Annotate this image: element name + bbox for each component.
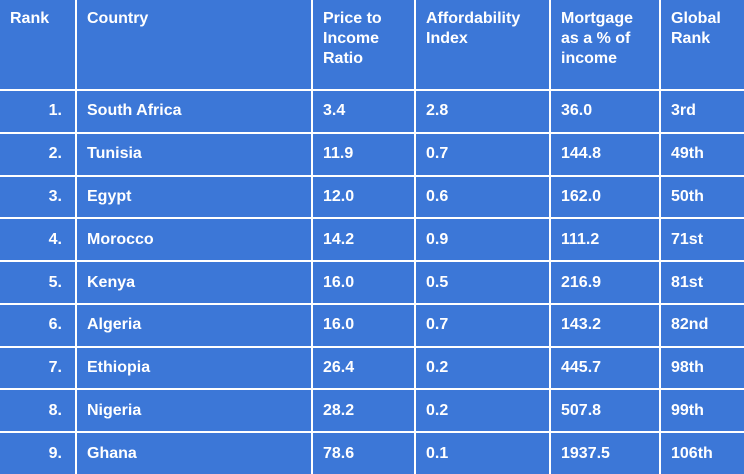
- global-rank-cell: 98th: [659, 345, 744, 391]
- mortgage-percent-cell: 144.8: [549, 131, 661, 177]
- table-row: 1. South Africa 3.4 2.8 36.0 3rd: [0, 89, 744, 134]
- header-mortgage-percent-income: Mortgage as a % of income: [549, 0, 661, 91]
- mortgage-percent-cell: 111.2: [549, 217, 661, 263]
- country-cell: Algeria: [75, 302, 313, 348]
- price-to-income-cell: 12.0: [311, 174, 416, 220]
- table-row: 4. Morocco 14.2 0.9 111.2 71st: [0, 217, 744, 263]
- table-row: 3. Egypt 12.0 0.6 162.0 50th: [0, 174, 744, 220]
- rank-cell: 5.: [0, 260, 77, 305]
- table-row: 2. Tunisia 11.9 0.7 144.8 49th: [0, 131, 744, 177]
- affordability-index-cell: 0.9: [414, 217, 551, 263]
- mortgage-percent-cell: 507.8: [549, 388, 661, 434]
- mortgage-percent-cell: 216.9: [549, 260, 661, 305]
- header-affordability-index: Affordability Index: [414, 0, 551, 91]
- country-cell: Morocco: [75, 217, 313, 263]
- global-rank-cell: 106th: [659, 431, 744, 474]
- price-to-income-cell: 78.6: [311, 431, 416, 474]
- rank-cell: 2.: [0, 131, 77, 177]
- table-body: 1. South Africa 3.4 2.8 36.0 3rd 2. Tuni…: [0, 89, 744, 474]
- rank-cell: 8.: [0, 388, 77, 434]
- affordability-index-cell: 0.1: [414, 431, 551, 474]
- global-rank-cell: 81st: [659, 260, 744, 305]
- global-rank-cell: 49th: [659, 131, 744, 177]
- affordability-index-cell: 0.5: [414, 260, 551, 305]
- global-rank-cell: 50th: [659, 174, 744, 220]
- affordability-index-cell: 0.6: [414, 174, 551, 220]
- price-to-income-cell: 11.9: [311, 131, 416, 177]
- price-to-income-cell: 26.4: [311, 345, 416, 391]
- header-country: Country: [75, 0, 313, 91]
- mortgage-percent-cell: 143.2: [549, 302, 661, 348]
- table-row: 6. Algeria 16.0 0.7 143.2 82nd: [0, 302, 744, 348]
- rank-cell: 4.: [0, 217, 77, 263]
- affordability-index-cell: 0.7: [414, 302, 551, 348]
- price-to-income-cell: 14.2: [311, 217, 416, 263]
- price-to-income-cell: 16.0: [311, 302, 416, 348]
- country-cell: Tunisia: [75, 131, 313, 177]
- affordability-index-cell: 0.2: [414, 345, 551, 391]
- table-row: 9. Ghana 78.6 0.1 1937.5 106th: [0, 431, 744, 474]
- header-rank: Rank: [0, 0, 77, 91]
- country-cell: Nigeria: [75, 388, 313, 434]
- table-row: 8. Nigeria 28.2 0.2 507.8 99th: [0, 388, 744, 434]
- country-cell: Egypt: [75, 174, 313, 220]
- country-cell: Ghana: [75, 431, 313, 474]
- global-rank-cell: 71st: [659, 217, 744, 263]
- mortgage-percent-cell: 36.0: [549, 89, 661, 134]
- rank-cell: 3.: [0, 174, 77, 220]
- country-cell: South Africa: [75, 89, 313, 134]
- price-to-income-cell: 16.0: [311, 260, 416, 305]
- affordability-index-cell: 0.7: [414, 131, 551, 177]
- country-cell: Ethiopia: [75, 345, 313, 391]
- header-row: Rank Country Price to Income Ratio Affor…: [0, 0, 744, 91]
- table-row: 5. Kenya 16.0 0.5 216.9 81st: [0, 260, 744, 305]
- header-global-rank: Global Rank: [659, 0, 744, 91]
- rank-cell: 7.: [0, 345, 77, 391]
- header-price-to-income-ratio: Price to Income Ratio: [311, 0, 416, 91]
- mortgage-percent-cell: 162.0: [549, 174, 661, 220]
- country-cell: Kenya: [75, 260, 313, 305]
- price-to-income-cell: 3.4: [311, 89, 416, 134]
- mortgage-percent-cell: 445.7: [549, 345, 661, 391]
- global-rank-cell: 99th: [659, 388, 744, 434]
- mortgage-percent-cell: 1937.5: [549, 431, 661, 474]
- rank-cell: 6.: [0, 302, 77, 348]
- rank-cell: 1.: [0, 89, 77, 134]
- rank-cell: 9.: [0, 431, 77, 474]
- affordability-index-cell: 2.8: [414, 89, 551, 134]
- price-to-income-cell: 28.2: [311, 388, 416, 434]
- global-rank-cell: 82nd: [659, 302, 744, 348]
- table-header: Rank Country Price to Income Ratio Affor…: [0, 0, 744, 91]
- global-rank-cell: 3rd: [659, 89, 744, 134]
- table-row: 7. Ethiopia 26.4 0.2 445.7 98th: [0, 345, 744, 391]
- affordability-index-cell: 0.2: [414, 388, 551, 434]
